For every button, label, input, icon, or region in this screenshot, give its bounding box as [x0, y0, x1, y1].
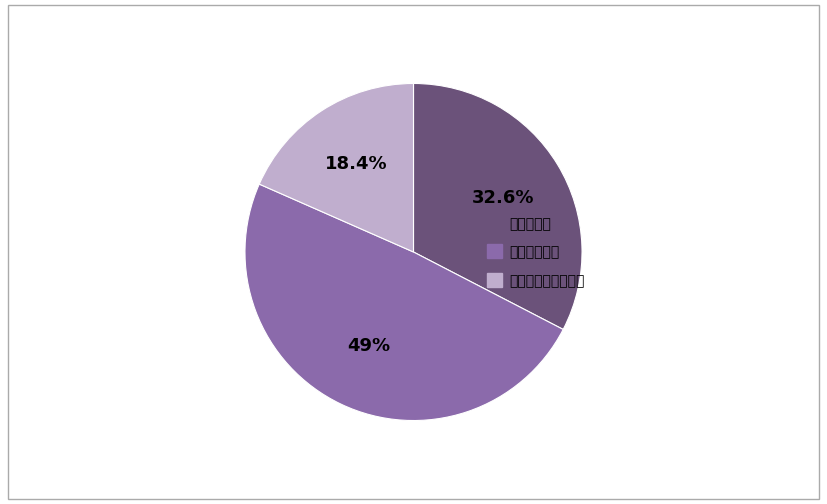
Wedge shape — [259, 84, 414, 252]
Text: 18.4%: 18.4% — [325, 156, 388, 173]
Text: 49%: 49% — [347, 337, 390, 355]
Wedge shape — [414, 84, 582, 330]
Text: 32.6%: 32.6% — [471, 188, 534, 207]
Wedge shape — [245, 184, 563, 420]
Legend: 知っていた, 知らなかった, 考えた事も無かった: 知っていた, 知らなかった, 考えた事も無かった — [480, 210, 591, 294]
